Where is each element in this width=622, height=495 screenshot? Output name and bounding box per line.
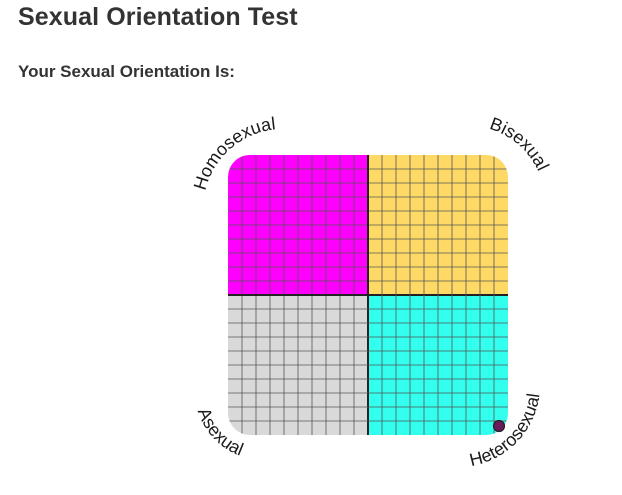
quadrant-top-left	[228, 155, 368, 295]
label-heterosexual: Heterosexual	[467, 392, 543, 470]
result-heading: Your Sexual Orientation Is:	[18, 62, 235, 81]
label-bisexual: Bisexual	[487, 113, 553, 173]
page-title: Sexual Orientation Test	[18, 3, 298, 31]
label-asexual: Asexual	[194, 405, 246, 460]
quadrant-bottom-left	[228, 295, 368, 435]
label-homosexual: Homosexual	[190, 113, 277, 192]
result-marker	[492, 419, 506, 433]
quadrant-top-right	[368, 155, 508, 295]
quadrant-bottom-right	[368, 295, 508, 435]
